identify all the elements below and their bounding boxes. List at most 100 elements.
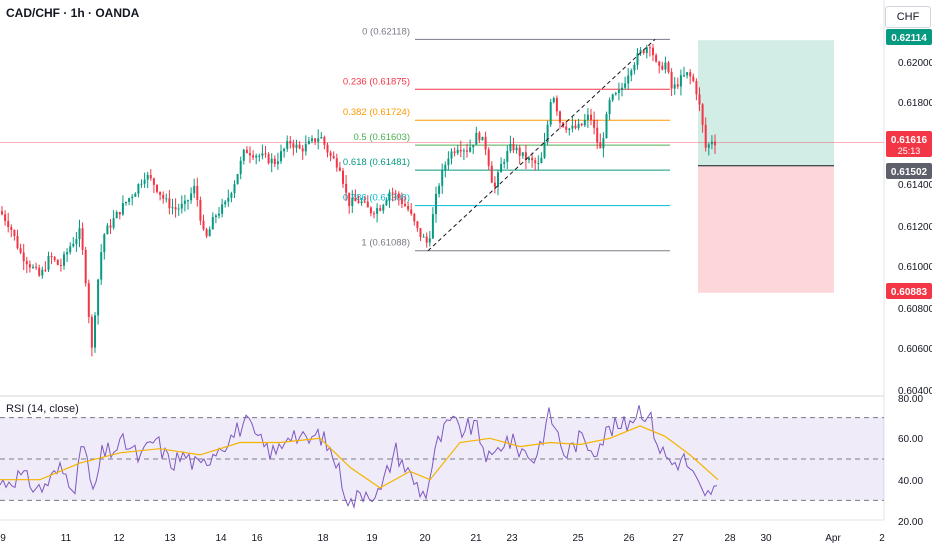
candle-body [506, 151, 509, 162]
candle-body [230, 193, 233, 198]
rsi-line [0, 405, 718, 510]
fib-level-label: 0.786 (0.61308) [343, 193, 410, 204]
candle-body [165, 198, 168, 200]
candle-body [314, 138, 317, 142]
candle-body [667, 62, 670, 73]
candle-body [273, 158, 276, 165]
candle-body [121, 203, 124, 215]
rsi-tick-label: 40.00 [898, 476, 923, 487]
fib-level-label: 1 (0.61088) [361, 238, 410, 249]
candle-body [661, 65, 664, 70]
candle-body [140, 183, 143, 185]
candle-body [202, 220, 205, 230]
candle-body [469, 147, 472, 152]
candle-body [245, 149, 248, 154]
candle-body [109, 225, 112, 228]
candle-body [490, 165, 493, 183]
candle-body [137, 184, 140, 194]
candle-body [354, 197, 357, 202]
price-axis-label: 0.62114 [891, 33, 927, 44]
candle-body [534, 160, 537, 164]
candle-body [692, 76, 695, 81]
price-tick-label: 0.61000 [898, 262, 932, 273]
candle-body [304, 143, 307, 152]
candle-body [59, 264, 62, 266]
rsi-ma-line [0, 425, 719, 489]
candle-body [283, 148, 286, 152]
candle-body [342, 170, 344, 184]
candle-body [425, 236, 428, 243]
candle-body [134, 193, 137, 197]
candle-body [400, 198, 403, 205]
candle-body [106, 225, 109, 235]
price-tick-label: 0.61400 [898, 180, 932, 191]
candle-body [648, 47, 651, 49]
candle-body [320, 137, 323, 139]
currency-button[interactable]: CHF [885, 6, 931, 28]
candle-body [689, 72, 692, 77]
candle-body [379, 208, 382, 211]
candle-body [388, 192, 391, 201]
loss-zone [698, 165, 834, 293]
candle-body [710, 141, 713, 145]
price-tick-label: 0.61800 [898, 98, 932, 109]
candle-body [369, 207, 372, 214]
candle-body [345, 183, 348, 193]
candle-body [676, 84, 679, 87]
rsi-title[interactable]: RSI (14, close) [6, 403, 79, 415]
candle-body [249, 153, 251, 156]
candle-body [698, 94, 701, 105]
candle-body [683, 75, 685, 77]
time-tick-label: 30 [760, 533, 772, 544]
candle-body [373, 213, 375, 215]
candle-body [177, 208, 180, 210]
candle-body [509, 143, 512, 152]
candle-body [441, 170, 444, 186]
price-axis-label-box [886, 283, 932, 299]
candle-body [16, 235, 19, 249]
candle-body [348, 192, 351, 206]
candle-body [484, 136, 487, 150]
candle-body [537, 163, 540, 165]
candle-body [472, 144, 475, 148]
price-tick-label: 0.60400 [898, 386, 932, 397]
candle-body [174, 207, 177, 210]
candle-body [258, 155, 261, 157]
candle-body [317, 138, 320, 142]
candle-body [670, 72, 673, 89]
rsi-tick-label: 20.00 [898, 517, 923, 528]
candle-body [187, 200, 189, 202]
candle-body [183, 200, 186, 204]
candle-body [10, 227, 13, 230]
candle-body [227, 197, 230, 202]
candle-body [100, 252, 103, 280]
candle-body [264, 153, 267, 155]
candle-body [35, 266, 38, 268]
candle-body [497, 172, 499, 187]
candle-body [391, 192, 394, 194]
candle-body [261, 153, 264, 156]
candle-body [531, 157, 534, 161]
time-tick-label: 13 [164, 533, 176, 544]
candle-body [366, 201, 369, 208]
candle-body [593, 119, 596, 128]
candle-body [224, 201, 227, 205]
symbol-title[interactable]: CAD/CHF · 1h · OANDA [6, 6, 140, 20]
candle-body [66, 252, 69, 255]
candle-body [125, 201, 127, 204]
fib-level-label: 0.382 (0.61724) [343, 107, 410, 118]
candle-body [360, 201, 363, 204]
candle-body [673, 84, 676, 89]
candle-body [4, 214, 7, 222]
time-tick-label: 9 [0, 533, 6, 544]
candle-body [444, 165, 447, 171]
candle-body [168, 198, 171, 209]
candle-body [270, 158, 273, 164]
candle-body [78, 228, 81, 240]
candle-body [162, 194, 165, 199]
time-tick-label: Apr [825, 533, 841, 544]
time-tick-label: 27 [672, 533, 684, 544]
candle-body [549, 102, 552, 125]
candle-body [422, 236, 425, 238]
